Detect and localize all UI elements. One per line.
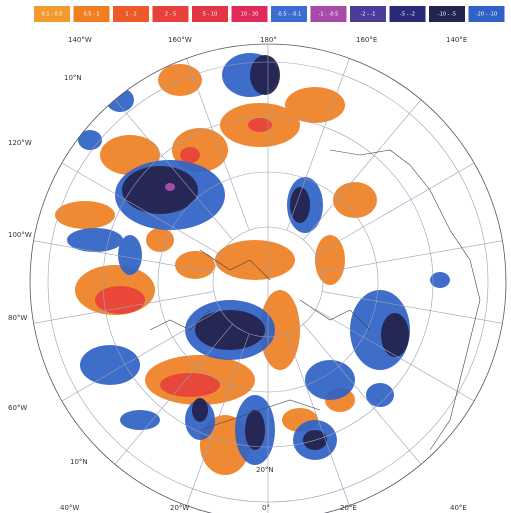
lat-label: 10°N: [70, 458, 88, 466]
lon-label: 120°W: [8, 139, 32, 147]
legend-label: -1 - -0.5: [319, 12, 339, 18]
lon-label: 80°W: [8, 314, 27, 322]
legend-label: 2 - 5: [165, 12, 176, 18]
map: 0.1 - 0.5 0.5 - 1 1 - 2 2 - 5 5 - 10 10 - 20 -…: [0, 0, 511, 513]
lon-label: 20°W: [170, 504, 189, 512]
legend-label: -20 - -10: [476, 12, 497, 18]
lon-label: 140°W: [68, 36, 92, 44]
lon-label: 180°: [260, 36, 277, 44]
lon-label: 100°W: [8, 231, 32, 239]
lon-label: 0°: [262, 504, 270, 512]
legend: 0.1 - 0.5 0.5 - 1 1 - 2 2 - 5 5 - 10 10 - 20 -…: [34, 6, 505, 22]
lon-label: 40°W: [60, 504, 79, 512]
lon-label: 140°E: [446, 36, 467, 44]
legend-label: 5 - 10: [203, 12, 218, 18]
lon-label: 160°W: [168, 36, 192, 44]
lat-label: 20°N: [256, 466, 274, 474]
legend-label: -0.5 - -0.1: [277, 12, 302, 18]
anomaly-field: [55, 53, 450, 475]
legend-label: 10 - 20: [241, 12, 259, 18]
meridian: [322, 241, 502, 273]
lat-label: 10°N: [64, 74, 82, 82]
legend-label: -10 - -5: [438, 12, 456, 18]
legend-label: -2 - -1: [361, 12, 376, 18]
legend-label: 0.5 - 1: [83, 12, 99, 18]
lon-label: 160°E: [356, 36, 377, 44]
lon-label: 60°W: [8, 404, 27, 412]
legend-label: 0.1 - 0.5: [42, 12, 63, 18]
legend-label: 1 - 2: [125, 12, 136, 18]
lon-label: 40°E: [450, 504, 467, 512]
extreme-negative: [165, 183, 175, 191]
lon-label: 20°E: [340, 504, 357, 512]
legend-label: -5 - -2: [400, 12, 415, 18]
